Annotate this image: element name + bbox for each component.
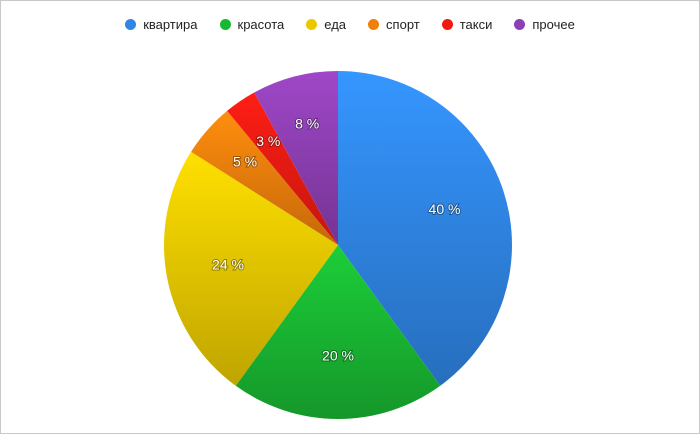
pie-slice-kvartira xyxy=(338,71,512,386)
pie-slice-krasota xyxy=(235,245,441,419)
slice-label-krasota: 20 % xyxy=(322,348,354,364)
slice-label-sport: 5 % xyxy=(233,154,257,170)
legend-swatch xyxy=(125,19,137,30)
legend-label: такси xyxy=(459,17,493,32)
legend-item-prochee: прочее xyxy=(514,17,575,32)
legend-swatch xyxy=(368,19,380,30)
slice-label-eda: 24 % xyxy=(212,257,244,273)
pie-slice-taksi xyxy=(227,92,338,246)
legend-label: еда xyxy=(324,17,347,32)
slice-label-taksi: 3 % xyxy=(256,133,280,149)
legend-swatch xyxy=(514,19,526,30)
legend-item-eda: еда xyxy=(306,17,346,32)
pie-slice-eda xyxy=(164,151,338,386)
legend-item-taksi: такси xyxy=(441,17,493,32)
slice-label-kvartira: 40 % xyxy=(429,201,461,217)
legend-label: красота xyxy=(237,17,285,32)
legend-swatch xyxy=(441,19,453,30)
pie-slice-prochee xyxy=(254,71,338,245)
legend-item-krasota: красота xyxy=(219,17,285,32)
legend-swatch xyxy=(219,19,231,30)
legend-label: квартира xyxy=(143,17,198,32)
legend-swatch xyxy=(306,19,318,30)
legend-label: спорт xyxy=(386,17,420,32)
legend-label: прочее xyxy=(532,17,575,32)
chart-legend: квартира красота еда спорт такси прочее xyxy=(1,17,699,32)
slice-label-prochee: 8 % xyxy=(295,116,319,132)
legend-item-kvartira: квартира xyxy=(125,17,198,32)
pie-slice-sport xyxy=(191,110,338,246)
legend-item-sport: спорт xyxy=(368,17,420,32)
